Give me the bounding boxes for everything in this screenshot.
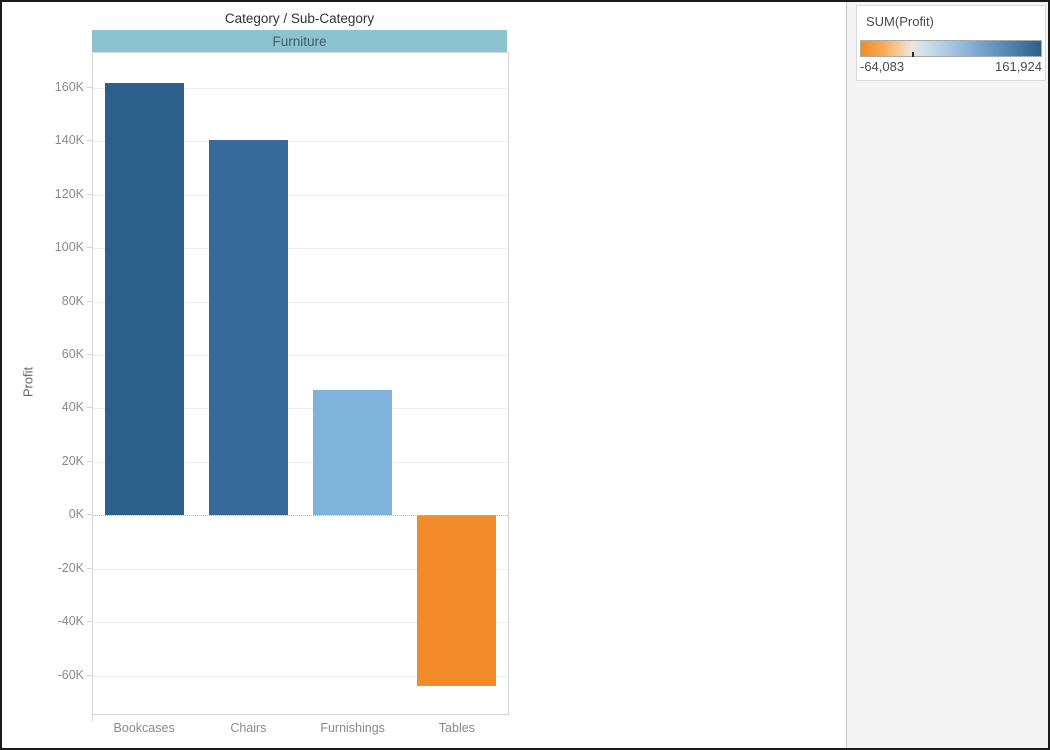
y-tick-label: 20K — [61, 453, 84, 468]
y-tick-label: -60K — [57, 667, 84, 682]
gridline — [93, 461, 508, 463]
gridline — [93, 675, 508, 677]
y-tick-mark — [87, 674, 92, 676]
color-legend-card[interactable]: SUM(Profit) -64,083 161,924 — [856, 5, 1046, 81]
x-tick-label-tables: Tables — [438, 721, 475, 735]
y-tick-label: -40K — [57, 614, 84, 629]
y-tick-mark — [87, 567, 92, 569]
y-tick-mark — [87, 460, 92, 462]
legend-color-gradient — [860, 40, 1042, 57]
x-axis: Bookcases Chairs Furnishings Tables — [92, 721, 509, 735]
y-tick-mark — [87, 300, 92, 302]
x-tick-label-bookcases: Bookcases — [113, 721, 175, 735]
y-tick-label: -20K — [57, 560, 84, 575]
legend-title: SUM(Profit) — [866, 14, 934, 29]
x-axis-end-tick — [92, 714, 93, 721]
category-header-band[interactable]: Furniture — [92, 30, 507, 52]
x-tick-label-chairs: Chairs — [230, 721, 267, 735]
legend-range: -64,083 161,924 — [860, 59, 1042, 74]
y-tick-label: 100K — [54, 240, 84, 254]
legend-zero-tick — [912, 52, 915, 57]
y-tick-mark — [87, 86, 92, 88]
gridline — [93, 408, 508, 410]
y-tick-mark — [87, 407, 92, 409]
gridline — [93, 568, 508, 570]
bar-chairs[interactable] — [209, 140, 289, 516]
y-tick-label: 40K — [61, 400, 84, 415]
y-tick-label: 60K — [61, 346, 84, 361]
zero-line — [93, 515, 508, 517]
y-tick-label: 120K — [54, 186, 84, 201]
gridline — [93, 141, 508, 143]
legend-panel: SUM(Profit) -64,083 161,924 — [846, 2, 1048, 748]
plot-area — [92, 52, 509, 715]
y-tick-mark — [87, 514, 92, 516]
y-axis-title: Profit — [20, 366, 36, 398]
bar-bookcases[interactable] — [105, 82, 185, 516]
gridline — [93, 248, 508, 249]
x-tick-label-furnishings: Furnishings — [320, 721, 385, 735]
y-tick-mark — [87, 621, 92, 623]
gridline — [93, 354, 508, 356]
y-tick-mark — [87, 353, 92, 355]
chart-title: Category / Sub-Category — [224, 11, 375, 26]
y-tick-label: 80K — [61, 293, 84, 308]
y-tick-label: 0K — [68, 507, 84, 522]
gridline — [93, 622, 508, 624]
y-tick-label: 140K — [54, 133, 84, 148]
bar-tables[interactable] — [416, 515, 496, 687]
gridline — [93, 301, 508, 303]
y-tick-mark — [87, 140, 92, 142]
y-tick-mark — [87, 193, 92, 195]
bar-furnishings[interactable] — [312, 389, 392, 516]
category-header-label: Furniture — [272, 33, 327, 49]
y-tick-label: 160K — [54, 79, 84, 94]
gridline — [93, 194, 508, 196]
y-tick-mark — [87, 247, 92, 248]
gridline — [93, 87, 508, 89]
legend-min-value: -64,083 — [860, 59, 905, 74]
legend-max-value: 161,924 — [995, 59, 1042, 74]
